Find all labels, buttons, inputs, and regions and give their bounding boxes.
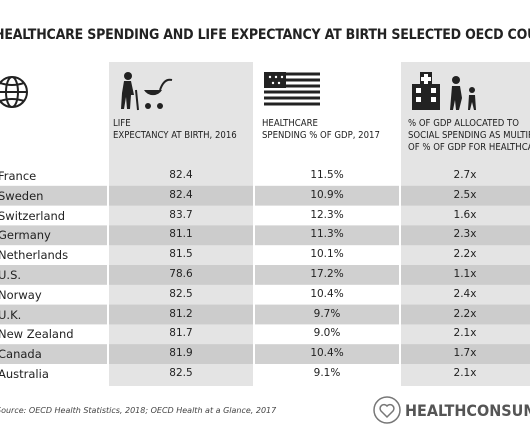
country-name: Norway bbox=[0, 287, 42, 302]
cell-value: 10.4% bbox=[310, 287, 344, 300]
logo: HEALTHCONSUMER bbox=[405, 401, 530, 420]
country-name: U.K. bbox=[0, 307, 22, 322]
row-stripe bbox=[0, 225, 530, 246]
flag-icon bbox=[264, 72, 320, 106]
row-stripes bbox=[0, 185, 530, 364]
cell-value: 82.4 bbox=[169, 169, 193, 181]
cell-value: 78.6 bbox=[169, 268, 193, 280]
cell-value: 1.6x bbox=[453, 208, 477, 221]
cell-value: 11.3% bbox=[310, 228, 344, 241]
country-name: Switzerland bbox=[0, 208, 66, 223]
cell-value: 2.7x bbox=[453, 169, 477, 181]
globe-icon bbox=[0, 76, 28, 108]
cell-value: 2.3x bbox=[453, 228, 477, 241]
country-name: Germany bbox=[0, 228, 51, 243]
cell-value: 12.3% bbox=[310, 208, 344, 221]
cell-value: 2.1x bbox=[453, 327, 477, 340]
country-name: Canada bbox=[0, 347, 42, 362]
country-name: U.S. bbox=[0, 268, 22, 282]
cell-value: 2.1x bbox=[453, 367, 477, 379]
column-header: % OF GDP ALLOCATED TO SOCIAL SPENDING AS… bbox=[408, 118, 530, 153]
column-bg bbox=[108, 62, 254, 386]
column-header: LIFE EXPECTANCY AT BIRTH, 2016 bbox=[113, 118, 237, 141]
country-name: Australia bbox=[0, 367, 49, 381]
row-stripe bbox=[0, 185, 530, 206]
cell-value: 82.5 bbox=[169, 367, 193, 379]
title: HEALTHCARE SPENDING AND LIFE EXPECTANCY … bbox=[0, 27, 530, 43]
cell-value: 83.7 bbox=[169, 208, 193, 221]
cell-value: 10.4% bbox=[310, 347, 344, 360]
source: Source: OECD Health Statistics, 2018; OE… bbox=[0, 406, 277, 415]
cell-value: 17.2% bbox=[310, 268, 344, 280]
column-bg bbox=[400, 62, 530, 386]
cell-value: 81.9 bbox=[169, 347, 193, 360]
hospital-icon bbox=[412, 72, 476, 110]
cell-value: 10.9% bbox=[310, 188, 344, 201]
people-icon bbox=[121, 72, 173, 111]
cell-value: 82.5 bbox=[169, 287, 193, 300]
logo-icon bbox=[373, 396, 401, 424]
cell-value: 81.7 bbox=[169, 327, 193, 340]
cell-value: 81.2 bbox=[169, 307, 193, 320]
cell-value: 2.4x bbox=[453, 287, 477, 300]
cell-value: 9.0% bbox=[313, 327, 341, 340]
cell-value: 2.2x bbox=[453, 307, 477, 320]
column-header: HEALTHCARE SPENDING % OF GDP, 2017 bbox=[262, 118, 380, 141]
row-stripe bbox=[0, 304, 530, 325]
cell-value: 2.5x bbox=[453, 188, 477, 201]
cell-value: 1.1x bbox=[453, 268, 477, 280]
country-name: Netherlands bbox=[0, 248, 69, 263]
cell-value: 82.4 bbox=[169, 188, 193, 201]
cell-value: 2.2x bbox=[453, 248, 477, 261]
cell-value: 1.7x bbox=[453, 347, 477, 360]
cell-value: 9.7% bbox=[313, 307, 341, 320]
cell-value: 10.1% bbox=[310, 248, 344, 261]
cell-value: 81.5 bbox=[169, 248, 193, 261]
cell-value: 9.1% bbox=[313, 367, 341, 379]
country-name: Sweden bbox=[0, 188, 44, 203]
row-stripe bbox=[0, 265, 530, 285]
cell-value: 81.1 bbox=[169, 228, 193, 241]
cell-value: 11.5% bbox=[310, 169, 344, 181]
country-name: France bbox=[0, 169, 37, 183]
row-stripe bbox=[0, 344, 530, 364]
country-name: New Zealand bbox=[0, 327, 74, 342]
